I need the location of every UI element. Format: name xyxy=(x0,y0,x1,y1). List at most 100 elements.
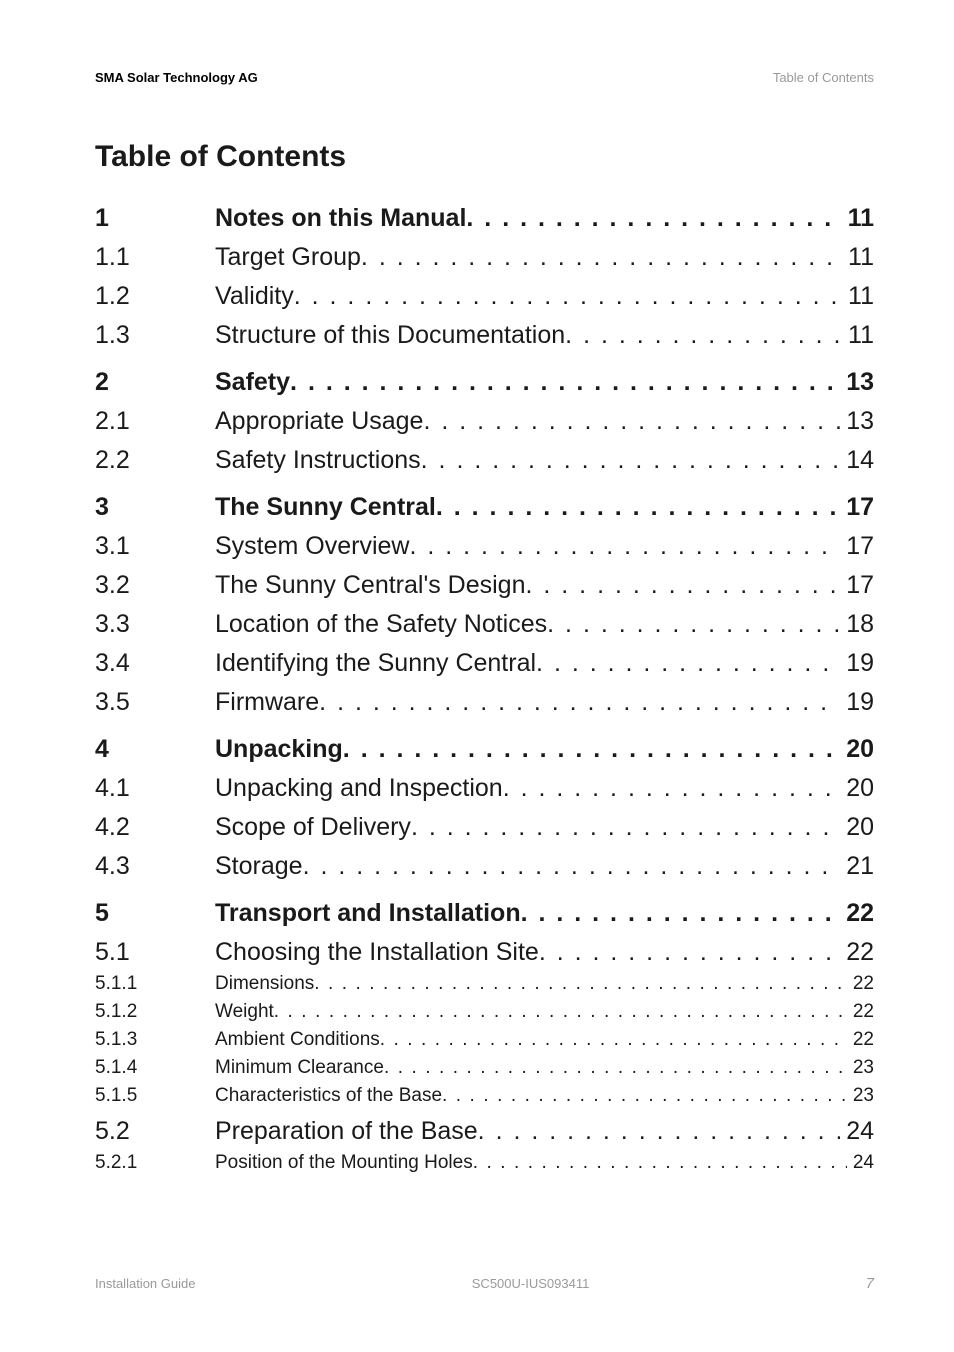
toc-entry-number: 5 xyxy=(95,899,215,928)
toc-entry-leader xyxy=(536,649,840,678)
toc-entry-label: Position of the Mounting Holes xyxy=(215,1152,473,1174)
toc-entry-leader xyxy=(436,493,840,522)
toc-entry-leader xyxy=(411,813,840,842)
toc-entry-label: Identifying the Sunny Central xyxy=(215,649,536,678)
toc-entry-page: 24 xyxy=(847,1152,874,1174)
toc-entry-number: 1.3 xyxy=(95,321,215,350)
toc-entry-leader xyxy=(274,1001,847,1023)
toc-entry-label: Notes on this Manual xyxy=(215,204,466,233)
toc-entry-page: 17 xyxy=(840,571,874,600)
toc-entry-number: 5.2.1 xyxy=(95,1152,215,1174)
toc-entry-leader xyxy=(442,1085,847,1107)
toc-entry-leader xyxy=(539,938,840,967)
toc-entry-label: System Overview xyxy=(215,532,409,561)
toc-entry-page: 17 xyxy=(840,493,874,522)
toc-entry-page: 22 xyxy=(840,938,874,967)
toc-entry-label: Validity xyxy=(215,282,294,311)
toc-list: 1Notes on this Manual 111.1Target Group … xyxy=(95,204,874,1174)
toc-entry-leader xyxy=(478,1117,841,1146)
header-company: SMA Solar Technology AG xyxy=(95,70,258,85)
toc-entry-label: Ambient Conditions xyxy=(215,1029,380,1051)
toc-entry: 5.1.4Minimum Clearance 23 xyxy=(95,1057,874,1079)
toc-entry: 3.1System Overview 17 xyxy=(95,532,874,561)
toc-entry-label: Target Group xyxy=(215,243,361,272)
toc-entry-number: 2.2 xyxy=(95,446,215,475)
page-header: SMA Solar Technology AG Table of Content… xyxy=(95,70,874,85)
toc-entry-leader xyxy=(319,688,840,717)
toc-entry-leader xyxy=(473,1152,847,1174)
toc-entry-leader xyxy=(294,282,842,311)
toc-entry-leader xyxy=(503,774,840,803)
toc-entry-page: 20 xyxy=(840,774,874,803)
toc-entry-page: 13 xyxy=(840,407,874,436)
toc-entry-page: 22 xyxy=(847,1001,874,1023)
toc-entry: 2.1Appropriate Usage 13 xyxy=(95,407,874,436)
toc-entry: 3.2The Sunny Central's Design 17 xyxy=(95,571,874,600)
toc-entry-number: 3 xyxy=(95,493,215,522)
toc-entry-page: 19 xyxy=(840,688,874,717)
toc-entry-label: Preparation of the Base xyxy=(215,1117,478,1146)
toc-entry-label: Unpacking and Inspection xyxy=(215,774,503,803)
footer-left: Installation Guide xyxy=(95,1276,195,1291)
toc-entry-number: 1.1 xyxy=(95,243,215,272)
toc-entry: 3.4Identifying the Sunny Central 19 xyxy=(95,649,874,678)
toc-entry: 5.1Choosing the Installation Site 22 xyxy=(95,938,874,967)
toc-entry: 5Transport and Installation 22 xyxy=(95,899,874,928)
toc-entry-number: 5.1.5 xyxy=(95,1085,215,1107)
toc-entry-leader xyxy=(361,243,842,272)
toc-entry: 4.1Unpacking and Inspection 20 xyxy=(95,774,874,803)
toc-entry-number: 2 xyxy=(95,368,215,397)
header-section: Table of Contents xyxy=(773,70,874,85)
toc-entry-label: The Sunny Central xyxy=(215,493,436,522)
toc-entry-leader xyxy=(521,899,841,928)
toc-entry-number: 2.1 xyxy=(95,407,215,436)
toc-entry-number: 1.2 xyxy=(95,282,215,311)
toc-entry: 5.1.2Weight 22 xyxy=(95,1001,874,1023)
toc-entry-page: 20 xyxy=(840,735,874,764)
toc-entry: 5.1.1Dimensions 22 xyxy=(95,973,874,995)
toc-entry-page: 23 xyxy=(847,1085,874,1107)
toc-entry: 4.2Scope of Delivery 20 xyxy=(95,813,874,842)
toc-entry-page: 18 xyxy=(840,610,874,639)
toc-entry-number: 5.1.1 xyxy=(95,973,215,995)
toc-entry-label: Firmware xyxy=(215,688,319,717)
toc-entry-leader xyxy=(303,852,841,881)
toc-entry-number: 3.5 xyxy=(95,688,215,717)
toc-entry-page: 11 xyxy=(842,204,874,233)
toc-entry-page: 11 xyxy=(842,321,874,350)
toc-entry-label: Unpacking xyxy=(215,735,343,764)
toc-entry-number: 5.1.3 xyxy=(95,1029,215,1051)
toc-entry-page: 19 xyxy=(840,649,874,678)
toc-entry-leader xyxy=(409,532,840,561)
toc-entry-page: 17 xyxy=(840,532,874,561)
toc-entry-page: 13 xyxy=(840,368,874,397)
toc-entry-leader xyxy=(421,446,841,475)
toc-entry-page: 24 xyxy=(840,1117,874,1146)
toc-entry: 4Unpacking 20 xyxy=(95,735,874,764)
toc-entry-number: 5.2 xyxy=(95,1117,215,1146)
toc-entry: 1.2Validity 11 xyxy=(95,282,874,311)
toc-entry-number: 3.2 xyxy=(95,571,215,600)
toc-entry-label: Choosing the Installation Site xyxy=(215,938,539,967)
toc-entry-leader xyxy=(547,610,840,639)
toc-entry-leader xyxy=(384,1057,847,1079)
toc-entry-leader xyxy=(466,204,841,233)
toc-entry-leader xyxy=(343,735,840,764)
toc-entry-number: 3.3 xyxy=(95,610,215,639)
toc-entry-number: 4.3 xyxy=(95,852,215,881)
toc-entry: 3The Sunny Central 17 xyxy=(95,493,874,522)
toc-entry-leader xyxy=(380,1029,847,1051)
toc-entry-label: Appropriate Usage xyxy=(215,407,423,436)
toc-entry: 5.1.5Characteristics of the Base 23 xyxy=(95,1085,874,1107)
toc-entry-page: 22 xyxy=(847,973,874,995)
page-footer: Installation Guide SC500U-IUS093411 7 xyxy=(95,1275,874,1292)
toc-entry: 1.1Target Group 11 xyxy=(95,243,874,272)
toc-entry: 3.5Firmware 19 xyxy=(95,688,874,717)
toc-entry-page: 23 xyxy=(847,1057,874,1079)
toc-entry-number: 5.1.4 xyxy=(95,1057,215,1079)
toc-entry: 4.3Storage 21 xyxy=(95,852,874,881)
toc-entry-leader xyxy=(314,973,847,995)
toc-entry-label: Structure of this Documentation xyxy=(215,321,565,350)
toc-entry: 5.2.1Position of the Mounting Holes 24 xyxy=(95,1152,874,1174)
toc-entry-label: Transport and Installation xyxy=(215,899,521,928)
